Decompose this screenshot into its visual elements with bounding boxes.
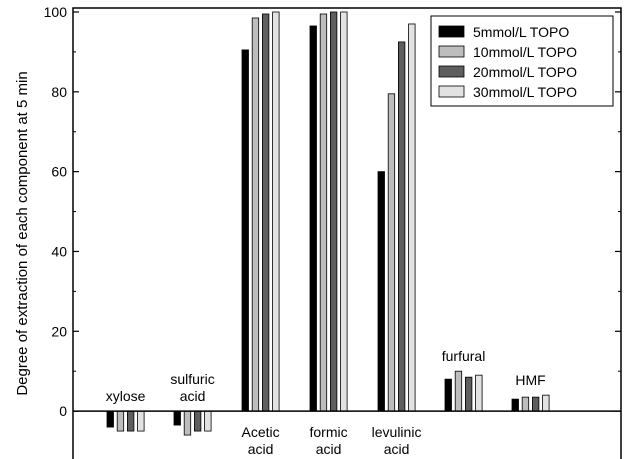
legend-swatch — [438, 45, 465, 58]
y-tick-label: 40 — [51, 243, 67, 259]
y-tick-label: 80 — [51, 84, 67, 100]
category-label: Acetic — [241, 424, 279, 440]
category-labels: xylosesulfuricacidAceticacidformicacidle… — [106, 348, 546, 457]
category-label: acid — [180, 388, 206, 404]
bar — [272, 11, 280, 412]
bar — [173, 410, 181, 426]
bar — [454, 370, 463, 412]
bar — [241, 49, 249, 412]
legend: 5mmol/L TOPO 10mmol/L TOPO 20mmol/L TOPO 30… — [430, 15, 614, 107]
bar — [542, 394, 550, 412]
category-label: HMF — [515, 372, 545, 388]
bar — [340, 11, 348, 412]
bar — [521, 396, 530, 412]
bar — [137, 410, 145, 432]
bar — [475, 374, 483, 412]
legend-label: 10mmol/L TOPO — [473, 44, 577, 60]
bar — [444, 378, 452, 412]
y-tick-label: 100 — [44, 4, 68, 20]
plot-frame — [72, 7, 622, 459]
bar — [511, 398, 519, 412]
category-label: furfural — [442, 348, 486, 364]
bar — [408, 23, 416, 412]
category-label: acid — [384, 441, 410, 457]
bar — [116, 410, 125, 432]
category-label: acid — [248, 441, 274, 457]
legend-label: 5mmol/L TOPO — [473, 24, 569, 40]
bar — [127, 410, 135, 432]
bar — [319, 13, 328, 412]
bar — [261, 13, 270, 412]
bar — [183, 410, 192, 436]
bar — [329, 11, 338, 412]
category-label: sulfuric — [170, 371, 214, 387]
y-tick-label: 0 — [59, 403, 67, 419]
bar — [106, 410, 114, 428]
legend-swatch — [438, 65, 465, 78]
legend-swatch — [438, 85, 465, 98]
legend-label: 30mmol/L TOPO — [473, 84, 577, 100]
bar — [532, 396, 540, 412]
legend-swatch — [438, 25, 465, 38]
bar — [309, 25, 317, 412]
bar — [251, 17, 260, 412]
bars-layer — [106, 11, 550, 436]
bar — [377, 171, 385, 412]
bar — [204, 410, 212, 432]
bar — [193, 410, 202, 432]
y-tick-label: 20 — [51, 323, 67, 339]
category-label: xylose — [106, 388, 146, 404]
y-axis: 0 20 40 60 80 100 — [44, 4, 621, 419]
y-axis-label: Degree of extraction of each component a… — [14, 71, 31, 395]
category-label: acid — [316, 441, 342, 457]
bar — [387, 93, 396, 412]
bar — [464, 376, 473, 412]
legend-label: 20mmol/L TOPO — [473, 64, 577, 80]
bar — [397, 41, 406, 412]
category-label: formic — [309, 424, 347, 440]
category-label: levulinic — [372, 424, 422, 440]
y-tick-label: 60 — [51, 164, 67, 180]
